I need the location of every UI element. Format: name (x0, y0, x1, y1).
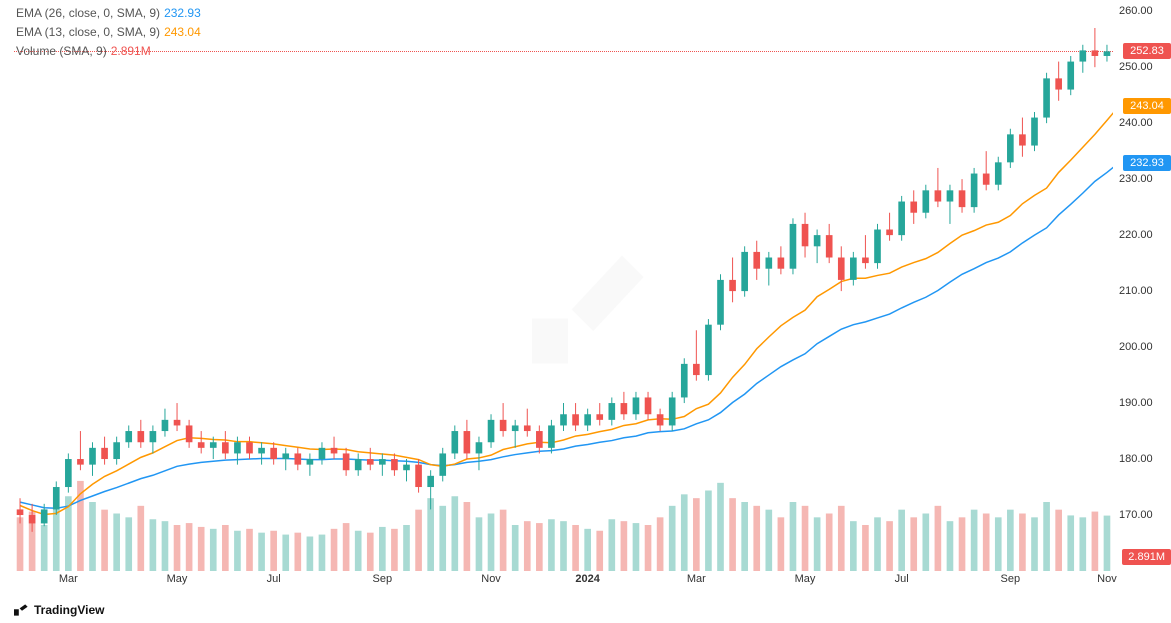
y-tick: 240.00 (1119, 117, 1153, 129)
x-tick: May (167, 573, 188, 585)
y-tick: 180.00 (1119, 453, 1153, 465)
chart-svg (14, 0, 1113, 571)
y-tick: 210.00 (1119, 285, 1153, 297)
legend-volume: Volume (SMA, 9) 2.891M (16, 42, 201, 61)
attribution-text: TradingView (34, 603, 104, 617)
price-tag: 232.93 (1123, 155, 1171, 171)
x-tick: Nov (481, 573, 501, 585)
legend-panel: EMA (26, close, 0, SMA, 9) 232.93 EMA (1… (16, 4, 201, 62)
legend-ema26-label: EMA (26, close, 0, SMA, 9) (16, 4, 160, 23)
x-tick: 2024 (575, 573, 599, 585)
x-tick: Mar (59, 573, 78, 585)
y-axis: 170.00 180.00 190.00 200.00 210.00 220.00 230.… (1113, 0, 1171, 571)
x-tick: Mar (687, 573, 706, 585)
y-tick: 190.00 (1119, 397, 1153, 409)
legend-ema26-value: 232.93 (164, 4, 201, 23)
x-tick: Sep (1001, 573, 1021, 585)
x-tick: Jul (267, 573, 281, 585)
y-tick: 220.00 (1119, 229, 1153, 241)
y-tick: 250.00 (1119, 61, 1153, 73)
legend-ema13-value: 243.04 (164, 23, 201, 42)
legend-ema26: EMA (26, close, 0, SMA, 9) 232.93 (16, 4, 201, 23)
x-tick: May (795, 573, 816, 585)
x-tick: Sep (373, 573, 393, 585)
price-tag: 2.891M (1122, 549, 1171, 565)
tradingview-logo-icon (14, 604, 30, 616)
x-tick: Nov (1097, 573, 1117, 585)
legend-volume-value: 2.891M (111, 42, 151, 61)
x-tick: Jul (895, 573, 909, 585)
price-tag: 252.83 (1123, 43, 1171, 59)
legend-volume-label: Volume (SMA, 9) (16, 42, 107, 61)
legend-ema13-label: EMA (13, close, 0, SMA, 9) (16, 23, 160, 42)
attribution: TradingView (14, 603, 104, 617)
legend-ema13: EMA (13, close, 0, SMA, 9) 243.04 (16, 23, 201, 42)
y-tick: 260.00 (1119, 5, 1153, 17)
y-tick: 200.00 (1119, 341, 1153, 353)
price-tag: 243.04 (1123, 98, 1171, 114)
x-axis: MarMayJulSepNov2024MarMayJulSepNov (14, 573, 1113, 593)
y-tick: 170.00 (1119, 509, 1153, 521)
chart-plot-area[interactable] (14, 0, 1113, 571)
y-tick: 230.00 (1119, 173, 1153, 185)
